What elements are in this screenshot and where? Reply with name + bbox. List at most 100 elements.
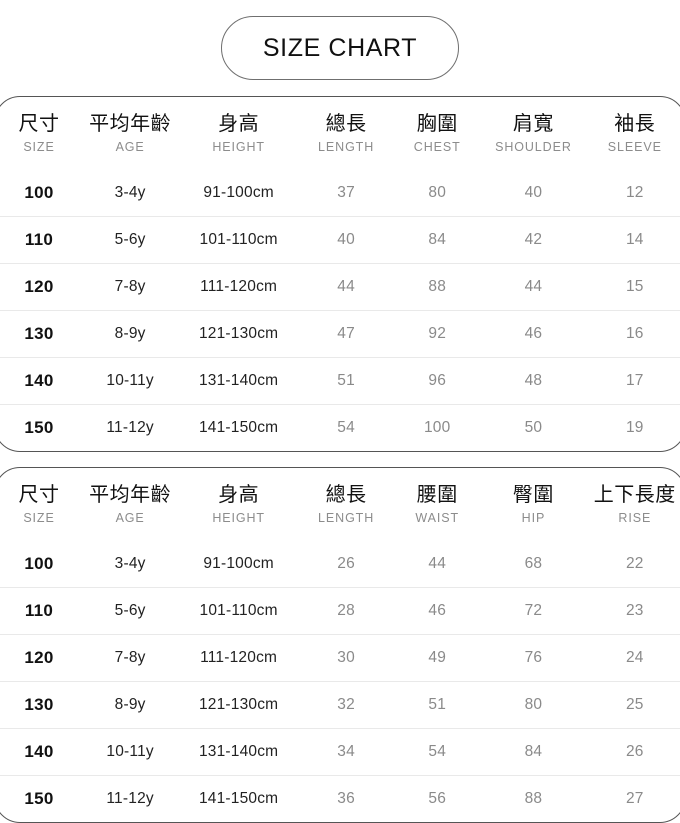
cell-length: 36 <box>300 774 393 822</box>
cell-chest: 92 <box>392 309 483 358</box>
column-header-rise: 上下長度 RISE <box>585 468 680 540</box>
cell-size: 120 <box>0 262 84 311</box>
cell-height: 141-150cm <box>177 403 301 451</box>
cell-shoulder: 46 <box>482 309 585 358</box>
column-header-cn: 身高 <box>218 483 260 506</box>
table-header-row: 尺寸 SIZE 平均年齡 AGE 身高 HEIGHT 總長 LENGTH 腰圍 WAIST 臀圍 HI… <box>0 468 680 540</box>
cell-sleeve: 16 <box>584 309 680 358</box>
cell-waist: 56 <box>392 774 483 822</box>
cell-length: 51 <box>300 356 393 405</box>
column-header-en: AGE <box>115 140 145 154</box>
cell-size: 150 <box>0 403 84 451</box>
column-header-en: SHOULDER <box>495 140 572 154</box>
column-header-cn: 上下長度 <box>593 483 676 506</box>
cell-height: 111-120cm <box>177 633 301 681</box>
cell-height: 111-120cm <box>177 262 301 311</box>
cell-sleeve: 12 <box>625 183 644 201</box>
cell-size: 140 <box>0 356 84 405</box>
cell-height: 121-130cm <box>177 680 301 728</box>
cell-waist: 51 <box>392 680 483 728</box>
column-header-cn: 臀圍 <box>512 483 554 506</box>
cell-chest: 100 <box>392 403 483 451</box>
column-header-waist: 腰圍 WAIST <box>392 468 482 540</box>
cell-hip: 68 <box>524 554 543 572</box>
table-row: 140 10-11y 131-140cm 34 54 84 26 <box>0 727 680 775</box>
table-header-row: 尺寸 SIZE 平均年齡 AGE 身高 HEIGHT 總長 LENGTH 胸圍 CHEST 肩寬 SH… <box>0 97 680 169</box>
cell-age: 5-6y <box>83 586 178 634</box>
cell-size: 120 <box>0 633 84 681</box>
column-header-age: 平均年齡 AGE <box>83 468 177 540</box>
column-header-en: SLEEVE <box>607 140 662 154</box>
table-row: 120 7-8y 111-120cm 30 49 76 24 <box>0 633 680 681</box>
column-header-en: AGE <box>115 510 145 525</box>
cell-length: 40 <box>300 215 393 264</box>
column-header-cn: 平均年齡 <box>89 483 172 506</box>
cell-waist: 44 <box>428 554 447 572</box>
cell-age: 7-8y <box>83 633 178 681</box>
cell-rise: 26 <box>584 727 680 775</box>
cell-height: 131-140cm <box>177 727 301 775</box>
column-header-cn: 腰圍 <box>416 483 458 506</box>
column-header-cn: 尺寸 <box>18 483 60 506</box>
cell-age: 10-11y <box>83 356 178 405</box>
column-header-en: LENGTH <box>318 510 375 525</box>
column-header-en: CHEST <box>413 140 461 154</box>
table-row: 130 8-9y 121-130cm 32 51 80 25 <box>0 680 680 728</box>
cell-age: 11-12y <box>83 774 178 822</box>
cell-length: 44 <box>300 262 393 311</box>
cell-rise: 25 <box>584 680 680 728</box>
table-row: 100 3-4y 91-100cm 37 80 40 12 <box>0 169 680 217</box>
cell-age: 7-8y <box>83 262 178 311</box>
cell-size: 150 <box>0 774 84 822</box>
cell-rise: 23 <box>584 586 680 634</box>
size-table: 尺寸 SIZE 平均年齡 AGE 身高 HEIGHT 總長 LENGTH 腰圍 WAIST 臀圍 HI… <box>0 468 680 822</box>
cell-age: 11-12y <box>83 403 178 451</box>
cell-hip: 72 <box>482 586 585 634</box>
table-row: 130 8-9y 121-130cm 47 92 46 16 <box>0 309 680 358</box>
cell-shoulder: 50 <box>482 403 585 451</box>
column-header-en: LENGTH <box>318 140 375 154</box>
cell-length: 47 <box>300 309 393 358</box>
top-size-table: 尺寸 SIZE 平均年齡 AGE 身高 HEIGHT 總長 LENGTH 胸圍 CHEST 肩寬 SH… <box>0 96 680 452</box>
column-header-cn: 平均年齡 <box>89 113 172 135</box>
cell-length: 54 <box>300 403 393 451</box>
column-header-height: 身高 HEIGHT <box>177 468 300 540</box>
column-header-size: 尺寸 SIZE <box>0 97 83 169</box>
column-header-cn: 胸圍 <box>416 113 458 135</box>
cell-hip: 84 <box>482 727 585 775</box>
column-header-length: 總長 LENGTH <box>300 468 392 540</box>
cell-size: 110 <box>0 215 84 264</box>
cell-chest: 80 <box>428 183 447 201</box>
cell-hip: 88 <box>482 774 585 822</box>
cell-size: 100 <box>24 553 54 573</box>
table-row: 110 5-6y 101-110cm 28 46 72 23 <box>0 586 680 634</box>
cell-height: 91-100cm <box>203 183 274 201</box>
column-header-cn: 身高 <box>218 113 260 135</box>
column-header-en: HEIGHT <box>212 510 265 525</box>
table-row: 120 7-8y 111-120cm 44 88 44 15 <box>0 262 680 311</box>
cell-length: 30 <box>300 633 393 681</box>
column-header-en: SIZE <box>23 510 55 525</box>
cell-height: 121-130cm <box>177 309 301 358</box>
column-header-age: 平均年齡 AGE <box>83 97 177 169</box>
table-row: 100 3-4y 91-100cm 26 44 68 22 <box>0 540 680 588</box>
cell-shoulder: 42 <box>482 215 585 264</box>
table-row: 150 11-12y 141-150cm 54 100 50 19 <box>0 403 680 451</box>
column-header-chest: 胸圍 CHEST <box>392 97 482 169</box>
cell-size: 140 <box>0 727 84 775</box>
cell-height: 101-110cm <box>177 586 301 634</box>
cell-height: 131-140cm <box>177 356 301 405</box>
table-row: 140 10-11y 131-140cm 51 96 48 17 <box>0 356 680 405</box>
size-tables-container: 尺寸 SIZE 平均年齡 AGE 身高 HEIGHT 總長 LENGTH 胸圍 CHEST 肩寬 SH… <box>0 96 680 823</box>
cell-waist: 49 <box>392 633 483 681</box>
cell-chest: 96 <box>392 356 483 405</box>
cell-chest: 84 <box>392 215 483 264</box>
cell-sleeve: 15 <box>584 262 680 311</box>
cell-age: 3-4y <box>114 183 146 201</box>
cell-shoulder: 44 <box>482 262 585 311</box>
cell-length: 26 <box>337 554 355 572</box>
cell-height: 101-110cm <box>177 215 301 264</box>
cell-size: 100 <box>24 182 54 202</box>
cell-rise: 24 <box>584 633 680 681</box>
cell-rise: 22 <box>625 554 644 572</box>
